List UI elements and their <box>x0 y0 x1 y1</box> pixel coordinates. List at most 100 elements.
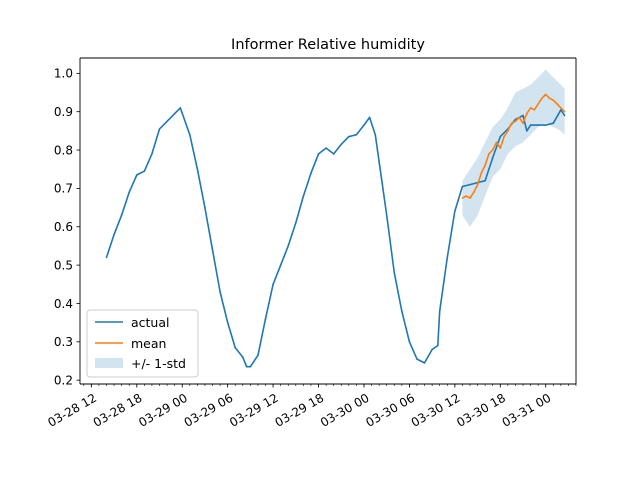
legend-label-actual: actual <box>131 315 170 330</box>
data-point-mean <box>533 109 536 111</box>
std-band <box>462 69 565 227</box>
data-point-mean <box>488 153 490 155</box>
data-point-mean <box>503 135 505 138</box>
data-point-actual <box>393 272 396 274</box>
data-point-actual <box>136 174 138 176</box>
data-point-mean <box>499 147 502 149</box>
data-point-mean <box>556 103 558 105</box>
data-point-actual <box>211 249 214 251</box>
data-point-actual <box>363 124 365 126</box>
y-tick-label: 0.3 <box>54 335 73 349</box>
data-point-actual <box>158 128 161 130</box>
y-tick-label: 0.9 <box>54 105 73 119</box>
data-point-actual <box>340 143 343 146</box>
data-point-mean <box>495 141 498 144</box>
y-tick-label: 0.2 <box>54 373 73 387</box>
data-point-actual <box>179 107 182 109</box>
data-point-mean <box>548 97 551 100</box>
data-point-mean <box>507 130 509 132</box>
data-point-actual <box>173 112 176 115</box>
data-point-actual <box>461 185 464 188</box>
data-point-actual <box>226 321 229 324</box>
data-point-mean <box>480 172 483 174</box>
data-point-actual <box>128 191 130 193</box>
data-point-actual <box>522 114 524 117</box>
data-point-mean <box>537 103 539 105</box>
data-point-mean <box>461 197 464 199</box>
data-point-actual <box>423 362 426 364</box>
data-point-mean <box>560 107 562 109</box>
y-tick-label: 1.0 <box>54 67 73 81</box>
data-point-actual <box>401 310 403 312</box>
data-point-actual <box>563 114 566 117</box>
data-point-actual <box>355 133 358 136</box>
data-point-actual <box>310 172 312 174</box>
data-point-actual <box>272 283 274 286</box>
data-point-mean <box>563 110 566 113</box>
data-point-actual <box>484 179 486 182</box>
data-point-actual <box>151 153 153 155</box>
data-point-mean <box>484 164 486 167</box>
data-point-mean <box>473 191 475 193</box>
data-point-actual <box>408 341 411 343</box>
data-point-actual <box>264 318 267 320</box>
data-point-actual <box>544 124 547 126</box>
data-point-actual <box>295 222 297 224</box>
data-point-actual <box>368 116 371 119</box>
data-point-actual <box>279 264 282 266</box>
data-point-mean <box>510 122 513 124</box>
data-point-actual <box>325 147 327 149</box>
y-tick-label: 0.4 <box>54 297 73 311</box>
data-point-actual <box>431 348 433 351</box>
legend-swatch-std <box>95 358 123 368</box>
data-point-actual <box>469 183 471 186</box>
data-point-actual <box>526 130 528 132</box>
data-point-actual <box>454 210 456 213</box>
data-point-actual <box>332 153 335 155</box>
data-point-mean <box>541 97 543 100</box>
data-point-actual <box>234 346 236 349</box>
data-point-actual <box>529 124 532 126</box>
data-point-mean <box>544 93 547 96</box>
legend: actual mean +/- 1-std <box>86 309 199 378</box>
data-point-actual <box>302 195 305 197</box>
y-tick-label: 0.8 <box>54 143 73 157</box>
data-point-actual <box>446 256 449 259</box>
data-point-actual <box>257 354 259 357</box>
data-point-actual <box>552 122 555 124</box>
data-point-actual <box>113 233 115 236</box>
data-point-actual <box>143 170 146 172</box>
data-point-mean <box>518 116 520 119</box>
data-point-actual <box>437 344 439 347</box>
y-tick-label: 0.7 <box>54 182 73 196</box>
series-layer <box>105 93 566 368</box>
data-point-actual <box>317 153 320 155</box>
data-point-actual <box>105 256 108 259</box>
data-point-actual <box>287 245 290 247</box>
data-point-actual <box>438 310 441 312</box>
legend-label-std: +/- 1-std <box>131 356 186 371</box>
legend-label-mean: mean <box>131 336 166 351</box>
data-point-actual <box>491 156 494 159</box>
data-point-mean <box>529 107 532 109</box>
data-point-actual <box>120 214 123 216</box>
data-point-actual <box>374 133 377 136</box>
data-point-mean <box>526 112 528 115</box>
data-point-actual <box>219 291 221 293</box>
data-point-actual <box>249 365 252 368</box>
data-point-actual <box>204 206 206 209</box>
legend-box <box>86 309 199 378</box>
data-point-actual <box>166 120 168 123</box>
data-point-actual <box>385 214 388 216</box>
data-point-mean <box>469 197 471 199</box>
data-point-actual <box>189 133 191 136</box>
data-point-mean <box>476 183 479 186</box>
data-point-actual <box>416 358 418 360</box>
data-point-mean <box>514 120 517 123</box>
data-point-actual <box>499 135 502 138</box>
y-tick-label: 0.5 <box>54 258 73 272</box>
data-point-actual <box>537 124 539 126</box>
data-point-actual <box>242 356 244 359</box>
